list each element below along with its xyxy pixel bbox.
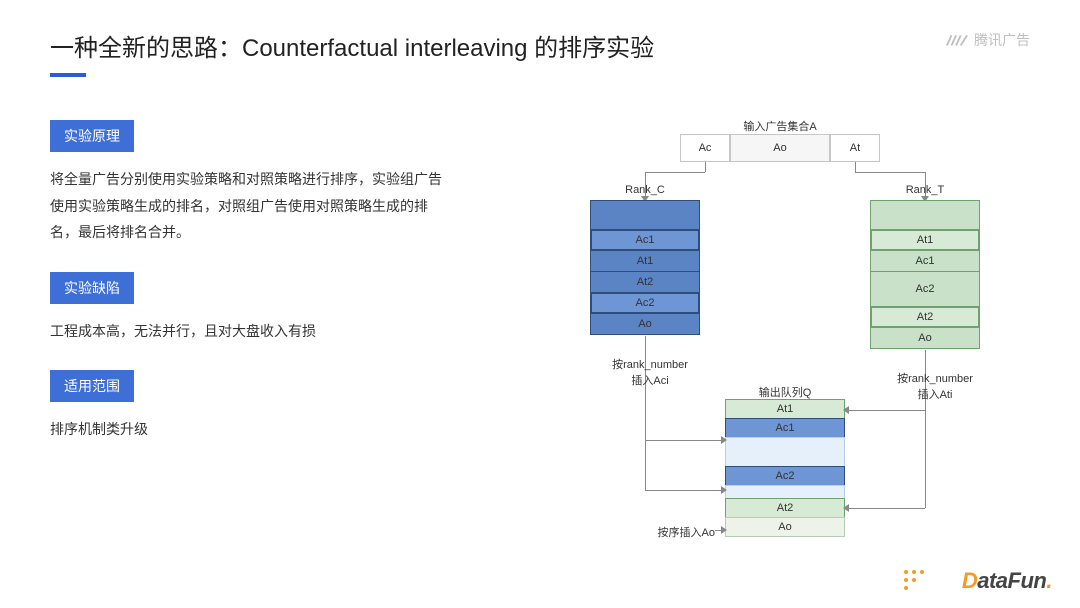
rank-c-label: Rank_C (590, 184, 700, 196)
flow-diagram: 输入广告集合AAcAoAtRank_CAc1At1At2Ac2AoRank_TA… (530, 120, 1030, 570)
top-cell-1: Ao (730, 134, 830, 162)
rank-t-slot-1: Ac1 (870, 250, 980, 272)
rank-c-slot-1: At1 (590, 250, 700, 272)
output-slot-3: Ac2 (725, 466, 845, 486)
rank-c-slot-0: Ac1 (590, 229, 700, 251)
top-cell-0: Ac (680, 134, 730, 162)
rank-t-slot-0: At1 (870, 229, 980, 251)
tencent-ads-icon (946, 33, 968, 47)
rank-c-head (590, 200, 700, 230)
top-cells: AcAoAt (680, 134, 880, 162)
section-principle: 实验原理 将全量广告分别使用实验策略和对照策略进行排序，实验组广告使用实验策略生… (50, 120, 450, 246)
output-label: 输出队列Q (725, 384, 845, 400)
datafun-dots-icon (902, 568, 930, 590)
rank-t-head (870, 200, 980, 230)
section-body-1: 工程成本高，无法并行，且对大盘收入有损 (50, 318, 450, 345)
output-slot-0: At1 (725, 399, 845, 419)
rank-t-slot-2: Ac2 (870, 271, 980, 307)
edge-label-right: 按rank_number 插入Ati (885, 370, 985, 402)
section-label-2: 适用范围 (50, 370, 134, 402)
rank-c-slot-2: At2 (590, 271, 700, 293)
section-body-0: 将全量广告分别使用实验策略和对照策略进行排序，实验组广告使用实验策略生成的排名，… (50, 166, 450, 246)
left-column: 实验原理 将全量广告分别使用实验策略和对照策略进行排序，实验组广告使用实验策略生… (50, 120, 450, 469)
section-scope: 适用范围 排序机制类升级 (50, 370, 450, 443)
brand-text: 腾讯广告 (974, 30, 1030, 50)
output-slot-4 (725, 485, 845, 499)
output-slot-2 (725, 437, 845, 467)
rank-c-slot-3: Ac2 (590, 292, 700, 314)
output-slot-5: At2 (725, 498, 845, 518)
rank-t: At1Ac1Ac2At2Ao (870, 200, 980, 349)
edge-label-left: 按rank_number 插入Aci (600, 356, 700, 388)
edge-label-bottom: 按序插入Ao (635, 524, 715, 540)
section-body-2: 排序机制类升级 (50, 416, 450, 443)
rank-c-slot-4: Ao (590, 313, 700, 335)
top-cell-2: At (830, 134, 880, 162)
rank-t-label: Rank_T (870, 184, 980, 196)
output-slot-1: Ac1 (725, 418, 845, 438)
brand-logo: 腾讯广告 (946, 30, 1030, 50)
top-label: 输入广告集合A (680, 118, 880, 134)
title-underline (50, 73, 86, 77)
section-flaw: 实验缺陷 工程成本高，无法并行，且对大盘收入有损 (50, 272, 450, 345)
rank-c: Ac1At1At2Ac2Ao (590, 200, 700, 335)
section-label-0: 实验原理 (50, 120, 134, 152)
rank-t-slot-4: Ao (870, 327, 980, 349)
datafun-logo: DataFun. (962, 568, 1052, 594)
page-title: 一种全新的思路：Counterfactual interleaving 的排序实… (50, 28, 1030, 63)
rank-t-slot-3: At2 (870, 306, 980, 328)
output-slot-6: Ao (725, 517, 845, 537)
section-label-1: 实验缺陷 (50, 272, 134, 304)
output-col: At1Ac1 Ac2 At2Ao (725, 400, 845, 537)
